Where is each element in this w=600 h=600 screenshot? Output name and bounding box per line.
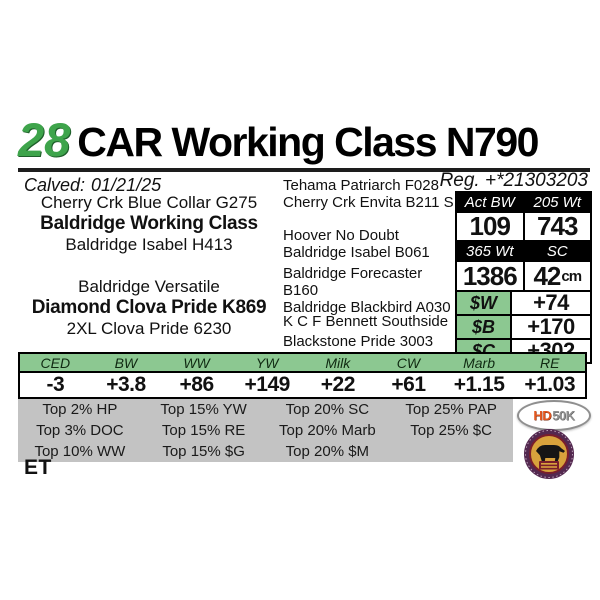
sire-granddam: Baldridge Isabel H413 bbox=[65, 235, 233, 254]
title-underline bbox=[18, 168, 590, 172]
dam-name: Diamond Clova Pride K869 bbox=[31, 297, 267, 318]
epd-value-ww: +86 bbox=[179, 373, 215, 396]
percentile-item: Top 20% SC bbox=[285, 401, 370, 418]
epd-value-cw: +61 bbox=[391, 373, 426, 396]
gen3-name: Baldridge Isabel B061 bbox=[283, 244, 430, 261]
gen3-name: Hoover No Doubt bbox=[283, 227, 399, 244]
dollar-w-row: $W +74 bbox=[457, 290, 590, 316]
percentile-item: Top 15% $G bbox=[162, 443, 245, 460]
gen3-name: Baldridge Forecaster B160 bbox=[283, 265, 423, 299]
hd50k-logo: HD 50K bbox=[517, 400, 591, 431]
epd-value-ced: -3 bbox=[46, 373, 65, 396]
epd-value-re: +1.03 bbox=[524, 373, 575, 396]
percentile-item: Top 25% PAP bbox=[405, 401, 497, 418]
lot-header: 28 CAR Working Class N790 bbox=[18, 113, 592, 166]
gen3-name: K C F Bennett Southside bbox=[283, 313, 449, 330]
dam-granddam: 2XL Clova Pride 6230 bbox=[66, 319, 232, 338]
gen3-group-3: Baldridge Forecaster B160 Baldridge Blac… bbox=[283, 265, 459, 316]
hd50k-50k-text: 50K bbox=[552, 408, 575, 423]
measurement-value-row: 1386 42 cm bbox=[457, 260, 591, 292]
percentile-item: Top 15% RE bbox=[161, 422, 246, 439]
sc-header: SC bbox=[522, 242, 591, 260]
percentile-item: Top 20% $M bbox=[285, 443, 370, 460]
epd-table: CED BW WW YW Milk CW Marb RE -3 +3.8 +86… bbox=[18, 352, 587, 399]
dam-grandsire: Baldridge Versatile bbox=[78, 277, 220, 296]
205wt-value: 743 bbox=[522, 211, 591, 241]
sc-unit: cm bbox=[561, 267, 582, 285]
epd-value-yw: +149 bbox=[244, 373, 291, 396]
percentile-item: Top 25% $C bbox=[410, 422, 492, 439]
epd-header-yw: YW bbox=[255, 354, 279, 371]
percentile-item: Top 15% YW bbox=[160, 401, 247, 418]
epd-header-cw: CW bbox=[396, 354, 421, 371]
gen3-name: Blackstone Pride 3003 bbox=[283, 333, 434, 350]
registration-number: Reg. +*21303203 bbox=[439, 170, 588, 191]
percentile-band: Top 2% HP Top 15% YW Top 20% SC Top 25% … bbox=[18, 399, 513, 462]
epd-header-ced: CED bbox=[40, 354, 71, 371]
epd-header-re: RE bbox=[539, 354, 560, 371]
sc-value: 42 cm bbox=[522, 261, 591, 291]
sire-grandsire: Cherry Crk Blue Collar G275 bbox=[40, 193, 258, 212]
measurement-header-row: Act BW 205 Wt bbox=[457, 193, 590, 213]
act-bw-header: Act BW bbox=[464, 193, 515, 211]
epd-header-milk: Milk bbox=[325, 354, 351, 371]
percentile-item: Top 2% HP bbox=[42, 401, 118, 418]
epd-header-bw: BW bbox=[114, 354, 138, 371]
percentile-item: Top 10% WW bbox=[34, 443, 126, 460]
animal-name-title: CAR Working Class N790 bbox=[77, 118, 539, 165]
epd-header-marb: Marb bbox=[463, 354, 496, 371]
epd-value-milk: +22 bbox=[320, 373, 356, 396]
sire-name: Baldridge Working Class bbox=[40, 213, 258, 234]
calved-label: Calved: bbox=[24, 175, 86, 195]
epd-value-marb: +1.15 bbox=[453, 373, 505, 396]
epd-header-row: CED BW WW YW Milk CW Marb RE bbox=[20, 354, 585, 373]
measurement-header-row: 365 Wt SC bbox=[457, 242, 590, 262]
angus-seal-logo bbox=[523, 428, 575, 480]
epd-header-ww: WW bbox=[183, 354, 210, 371]
percentile-item: Top 20% Marb bbox=[279, 422, 376, 439]
calved-date: 01/21/25 bbox=[91, 175, 162, 195]
205wt-header: 205 Wt bbox=[522, 193, 591, 211]
dam-pedigree-block: Baldridge Versatile Diamond Clova Pride … bbox=[18, 277, 280, 339]
act-bw-value: 109 bbox=[469, 211, 511, 241]
epd-value-bw: +3.8 bbox=[106, 373, 146, 396]
365wt-value: 1386 bbox=[462, 260, 518, 291]
dollar-b-row: $B +170 bbox=[457, 314, 590, 340]
dollar-w-value: +74 bbox=[510, 290, 590, 315]
gen3-name: Tehama Patriarch F028 bbox=[283, 177, 439, 194]
sire-pedigree-block: Cherry Crk Blue Collar G275 Baldridge Wo… bbox=[18, 193, 280, 255]
epd-value-row: -3 +3.8 +86 +149 +22 +61 +1.15 +1.03 bbox=[20, 373, 585, 397]
gen3-group-2: Hoover No Doubt Baldridge Isabel B061 bbox=[283, 227, 459, 261]
percentile-item: Top 3% DOC bbox=[36, 422, 124, 439]
gen3-group-1: Tehama Patriarch F028 Cherry Crk Envita … bbox=[283, 177, 459, 211]
dollar-w-label: $W bbox=[457, 292, 510, 314]
gen3-group-4: K C F Bennett Southside Blackstone Pride… bbox=[283, 312, 459, 352]
gen3-name: Baldridge Blackbird A030 bbox=[283, 299, 451, 316]
measurement-table: Act BW 205 Wt 109 743 365 Wt SC 1386 42 c… bbox=[455, 191, 592, 364]
lot-number: 28 bbox=[18, 113, 71, 166]
measurement-value-row: 109 743 bbox=[457, 211, 591, 242]
gen3-name: Cherry Crk Envita B211 S bbox=[283, 194, 454, 211]
angus-seal-icon bbox=[524, 429, 574, 479]
365wt-header: 365 Wt bbox=[465, 242, 514, 260]
dollar-b-value: +170 bbox=[510, 314, 590, 339]
et-footnote: ET bbox=[24, 456, 52, 479]
hd50k-hd-text: HD bbox=[533, 408, 552, 423]
calved-line: Calved: 01/21/25 bbox=[24, 175, 161, 196]
dollar-b-label: $B bbox=[457, 316, 510, 338]
